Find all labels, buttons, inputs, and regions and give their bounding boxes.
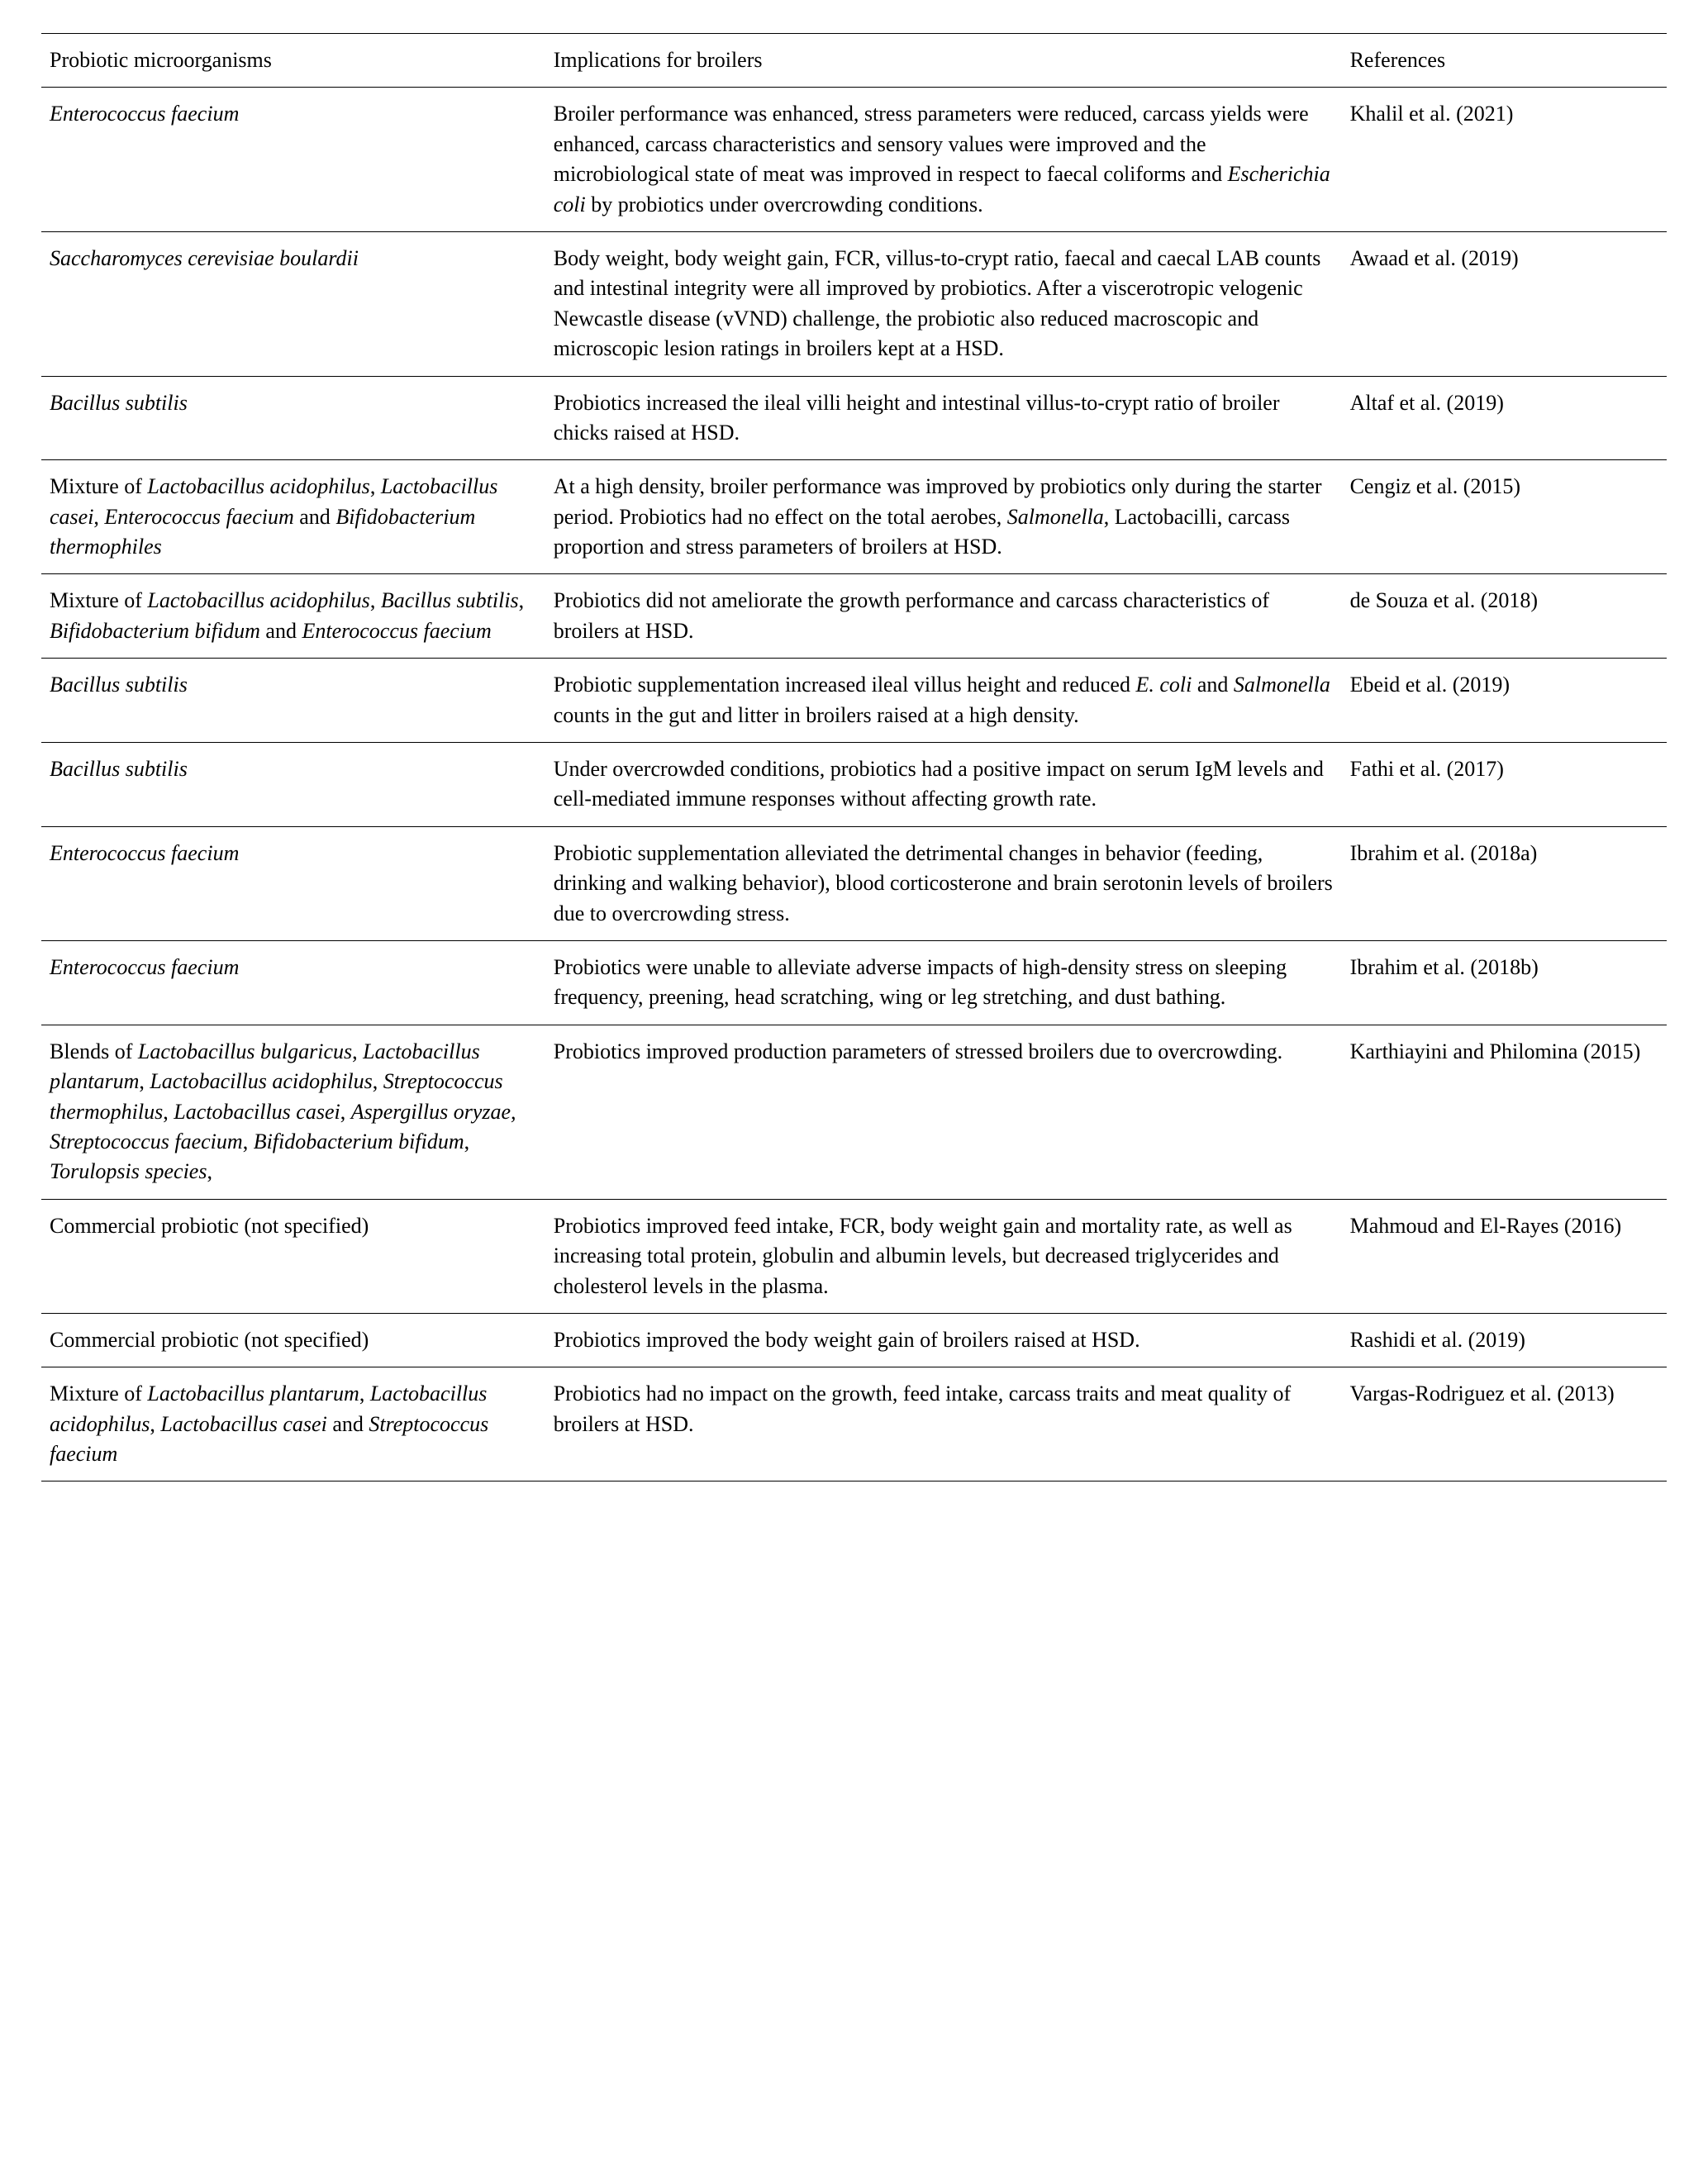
cell-implications: Under overcrowded conditions, probiotics…: [545, 743, 1342, 827]
cell-organism: Blends of Lactobacillus bulgaricus, Lact…: [41, 1025, 545, 1199]
cell-reference: Mahmoud and El-Rayes (2016): [1342, 1199, 1667, 1313]
table-row: Enterococcus faeciumProbiotics were unab…: [41, 940, 1667, 1025]
cell-implications: Probiotic supplementation alleviated the…: [545, 826, 1342, 940]
cell-implications: Probiotics improved production parameter…: [545, 1025, 1342, 1199]
table-row: Bacillus subtilisProbiotic supplementati…: [41, 659, 1667, 743]
cell-reference: Rashidi et al. (2019): [1342, 1313, 1667, 1367]
cell-implications: Probiotics did not ameliorate the growth…: [545, 574, 1342, 659]
probiotics-table: Probiotic microorganisms Implications fo…: [41, 33, 1667, 1482]
cell-organism: Commercial probiotic (not specified): [41, 1313, 545, 1367]
cell-implications: Probiotic supplementation increased ilea…: [545, 659, 1342, 743]
cell-organism: Enterococcus faecium: [41, 940, 545, 1025]
cell-organism: Commercial probiotic (not specified): [41, 1199, 545, 1313]
cell-implications: Probiotics were unable to alleviate adve…: [545, 940, 1342, 1025]
cell-implications: Probiotics improved feed intake, FCR, bo…: [545, 1199, 1342, 1313]
cell-reference: Ibrahim et al. (2018b): [1342, 940, 1667, 1025]
cell-implications: Probiotics improved the body weight gain…: [545, 1313, 1342, 1367]
cell-organism: Bacillus subtilis: [41, 743, 545, 827]
cell-implications: Probiotics increased the ileal villi hei…: [545, 376, 1342, 460]
cell-organism: Mixture of Lactobacillus acidophilus, La…: [41, 460, 545, 574]
cell-reference: Vargas-Rodriguez et al. (2013): [1342, 1367, 1667, 1482]
header-organism: Probiotic microorganisms: [41, 34, 545, 88]
cell-reference: de Souza et al. (2018): [1342, 574, 1667, 659]
table-row: Bacillus subtilisProbiotics increased th…: [41, 376, 1667, 460]
cell-reference: Ebeid et al. (2019): [1342, 659, 1667, 743]
table-row: Mixture of Lactobacillus plantarum, Lact…: [41, 1367, 1667, 1482]
cell-organism: Bacillus subtilis: [41, 659, 545, 743]
table-row: Blends of Lactobacillus bulgaricus, Lact…: [41, 1025, 1667, 1199]
cell-reference: Cengiz et al. (2015): [1342, 460, 1667, 574]
cell-implications: Broiler performance was enhanced, stress…: [545, 88, 1342, 232]
cell-reference: Ibrahim et al. (2018a): [1342, 826, 1667, 940]
cell-organism: Enterococcus faecium: [41, 88, 545, 232]
header-implications: Implications for broilers: [545, 34, 1342, 88]
cell-implications: At a high density, broiler performance w…: [545, 460, 1342, 574]
table-row: Commercial probiotic (not specified)Prob…: [41, 1199, 1667, 1313]
cell-organism: Saccharomyces cerevisiae boulardii: [41, 231, 545, 376]
cell-organism: Mixture of Lactobacillus acidophilus, Ba…: [41, 574, 545, 659]
header-references: References: [1342, 34, 1667, 88]
cell-reference: Fathi et al. (2017): [1342, 743, 1667, 827]
table-row: Enterococcus faeciumBroiler performance …: [41, 88, 1667, 232]
cell-implications: Body weight, body weight gain, FCR, vill…: [545, 231, 1342, 376]
cell-reference: Awaad et al. (2019): [1342, 231, 1667, 376]
table-row: Enterococcus faeciumProbiotic supplement…: [41, 826, 1667, 940]
table-row: Commercial probiotic (not specified)Prob…: [41, 1313, 1667, 1367]
cell-organism: Bacillus subtilis: [41, 376, 545, 460]
cell-organism: Enterococcus faecium: [41, 826, 545, 940]
cell-organism: Mixture of Lactobacillus plantarum, Lact…: [41, 1367, 545, 1482]
cell-reference: Khalil et al. (2021): [1342, 88, 1667, 232]
cell-reference: Karthiayini and Philomina (2015): [1342, 1025, 1667, 1199]
cell-reference: Altaf et al. (2019): [1342, 376, 1667, 460]
table-row: Bacillus subtilisUnder overcrowded condi…: [41, 743, 1667, 827]
table-row: Saccharomyces cerevisiae boulardiiBody w…: [41, 231, 1667, 376]
table-header-row: Probiotic microorganisms Implications fo…: [41, 34, 1667, 88]
table-row: Mixture of Lactobacillus acidophilus, Ba…: [41, 574, 1667, 659]
table-row: Mixture of Lactobacillus acidophilus, La…: [41, 460, 1667, 574]
cell-implications: Probiotics had no impact on the growth, …: [545, 1367, 1342, 1482]
